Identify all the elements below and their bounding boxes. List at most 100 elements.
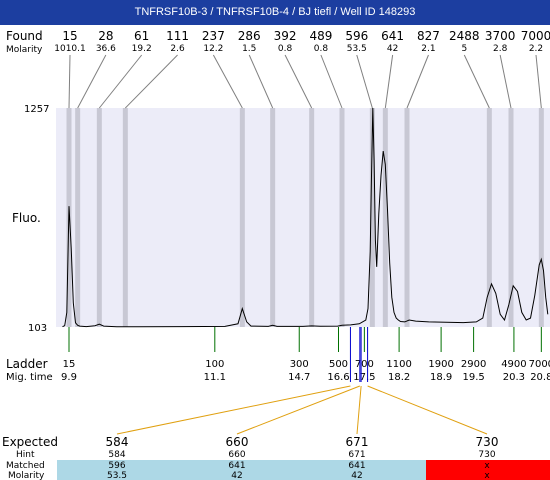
ladder-size-8: 4900 xyxy=(501,359,526,370)
peak-band-9 xyxy=(382,108,388,327)
found-peak-molarity-11: 5 xyxy=(461,44,467,54)
ladder-time-3: 16.6 xyxy=(327,372,349,383)
ladder-size-0: 15 xyxy=(63,359,76,370)
peak-band-8 xyxy=(369,108,375,327)
found-peak-leader-8 xyxy=(356,54,373,109)
found-peak-leader-9 xyxy=(384,54,394,109)
found-peak-size-6: 392 xyxy=(274,29,297,43)
ladder-size-9: 7000 xyxy=(529,359,550,370)
found-peak-size-3: 111 xyxy=(166,29,189,43)
ladder-time-8: 20.3 xyxy=(503,372,525,383)
peak-band-10 xyxy=(404,108,410,327)
expected-leader-1 xyxy=(236,385,361,435)
expected-hint-0: 584 xyxy=(108,450,125,460)
ladder-row-label: Ladder xyxy=(6,357,48,371)
found-peak-leader-10 xyxy=(406,54,429,109)
ladder-time-6: 18.9 xyxy=(430,372,452,383)
expected-matched-2: 641 xyxy=(348,461,365,471)
found-peak-leader-6 xyxy=(284,54,313,109)
ladder-size-6: 1900 xyxy=(428,359,453,370)
mig-time-row-label: Mig. time xyxy=(6,372,53,383)
ladder-time-5: 18.2 xyxy=(388,372,410,383)
found-peak-leader-4 xyxy=(212,54,243,109)
expected-molarity-3: x xyxy=(484,471,490,480)
found-peak-leader-0 xyxy=(68,54,71,109)
ladder-size-1: 100 xyxy=(205,359,224,370)
y-tick-bottom: 103 xyxy=(28,323,47,334)
fluorescence-trace xyxy=(62,107,549,328)
ladder-size-3: 500 xyxy=(329,359,348,370)
expected-size-1: 660 xyxy=(226,435,249,449)
found-peak-size-9: 641 xyxy=(381,29,404,43)
ladder-size-4: 700 xyxy=(355,359,374,370)
ladder-time-1: 11.1 xyxy=(204,372,226,383)
ladder-time-2: 14.7 xyxy=(288,372,310,383)
matched-bar xyxy=(57,460,426,480)
peak-band-5 xyxy=(270,108,276,327)
found-peak-leader-13 xyxy=(535,54,542,109)
peak-band-13 xyxy=(538,108,544,327)
y-axis-label: Fluo. xyxy=(12,211,41,225)
found-peak-molarity-6: 0.8 xyxy=(278,44,293,54)
expected-molarity-1: 42 xyxy=(231,471,242,480)
found-peak-size-12: 3700 xyxy=(485,29,516,43)
plot-area xyxy=(56,108,550,327)
found-peak-molarity-7: 0.8 xyxy=(314,44,329,54)
found-peak-molarity-9: 42 xyxy=(387,44,398,54)
found-peak-molarity-3: 2.6 xyxy=(170,44,185,54)
molarity-row-label: Molarity xyxy=(6,45,43,55)
expected-hint-1: 660 xyxy=(228,450,245,460)
found-peak-size-5: 286 xyxy=(238,29,261,43)
found-peak-molarity-8: 53.5 xyxy=(347,44,367,54)
found-peak-leader-7 xyxy=(320,54,343,109)
expected-matched-1: 641 xyxy=(228,461,245,471)
ladder-time-7: 19.5 xyxy=(462,372,484,383)
found-peak-size-7: 489 xyxy=(309,29,332,43)
found-peak-molarity-0: 1010.1 xyxy=(54,44,86,54)
expected-molarity-2: 42 xyxy=(351,471,362,480)
expected-hint-3: 730 xyxy=(478,450,495,460)
peak-band-1 xyxy=(75,108,81,327)
found-peak-molarity-10: 2.1 xyxy=(421,44,435,54)
peak-band-7 xyxy=(339,108,345,327)
found-peak-molarity-12: 2.8 xyxy=(493,44,508,54)
found-peak-leader-12 xyxy=(499,54,512,109)
ladder-size-5: 1100 xyxy=(386,359,411,370)
expected-leader-2 xyxy=(356,385,362,435)
expected-matched-3: x xyxy=(484,461,490,471)
found-peak-leader-5 xyxy=(248,54,274,109)
found-peak-size-10: 827 xyxy=(417,29,440,43)
found-peak-size-8: 596 xyxy=(345,29,368,43)
found-peak-size-13: 7000 xyxy=(521,29,550,43)
found-row-label: Found xyxy=(6,29,43,43)
expected-size-2: 671 xyxy=(346,435,369,449)
peak-band-6 xyxy=(309,108,315,327)
found-peak-size-2: 61 xyxy=(134,29,149,43)
unmatched-bar xyxy=(426,460,550,480)
found-peak-molarity-5: 1.5 xyxy=(242,44,256,54)
ladder-time-0: 9.9 xyxy=(61,372,77,383)
peak-band-12 xyxy=(508,108,514,327)
expected-row-label: Expected xyxy=(2,435,58,449)
expected-molarity-0: 53.5 xyxy=(107,471,127,480)
found-peak-leader-3 xyxy=(124,54,178,109)
found-peak-molarity-4: 12.2 xyxy=(203,44,223,54)
expected-size-3: 730 xyxy=(476,435,499,449)
found-peak-size-4: 237 xyxy=(202,29,225,43)
expected-matched-0: 596 xyxy=(108,461,125,471)
found-peak-leader-1 xyxy=(77,54,107,109)
found-peak-molarity-13: 2.2 xyxy=(529,44,543,54)
ladder-size-7: 2900 xyxy=(461,359,486,370)
found-peak-size-0: 15 xyxy=(62,29,77,43)
peak-band-11 xyxy=(486,108,492,327)
peak-band-2 xyxy=(96,108,102,327)
ladder-size-2: 300 xyxy=(290,359,309,370)
found-peak-size-1: 28 xyxy=(98,29,113,43)
molarity2-row-label: Molarity xyxy=(8,471,45,480)
found-peak-size-11: 2488 xyxy=(449,29,480,43)
matched-row-label: Matched xyxy=(6,461,45,471)
y-tick-top: 1257 xyxy=(24,104,49,115)
peak-band-4 xyxy=(239,108,245,327)
expected-leader-3 xyxy=(367,385,488,435)
